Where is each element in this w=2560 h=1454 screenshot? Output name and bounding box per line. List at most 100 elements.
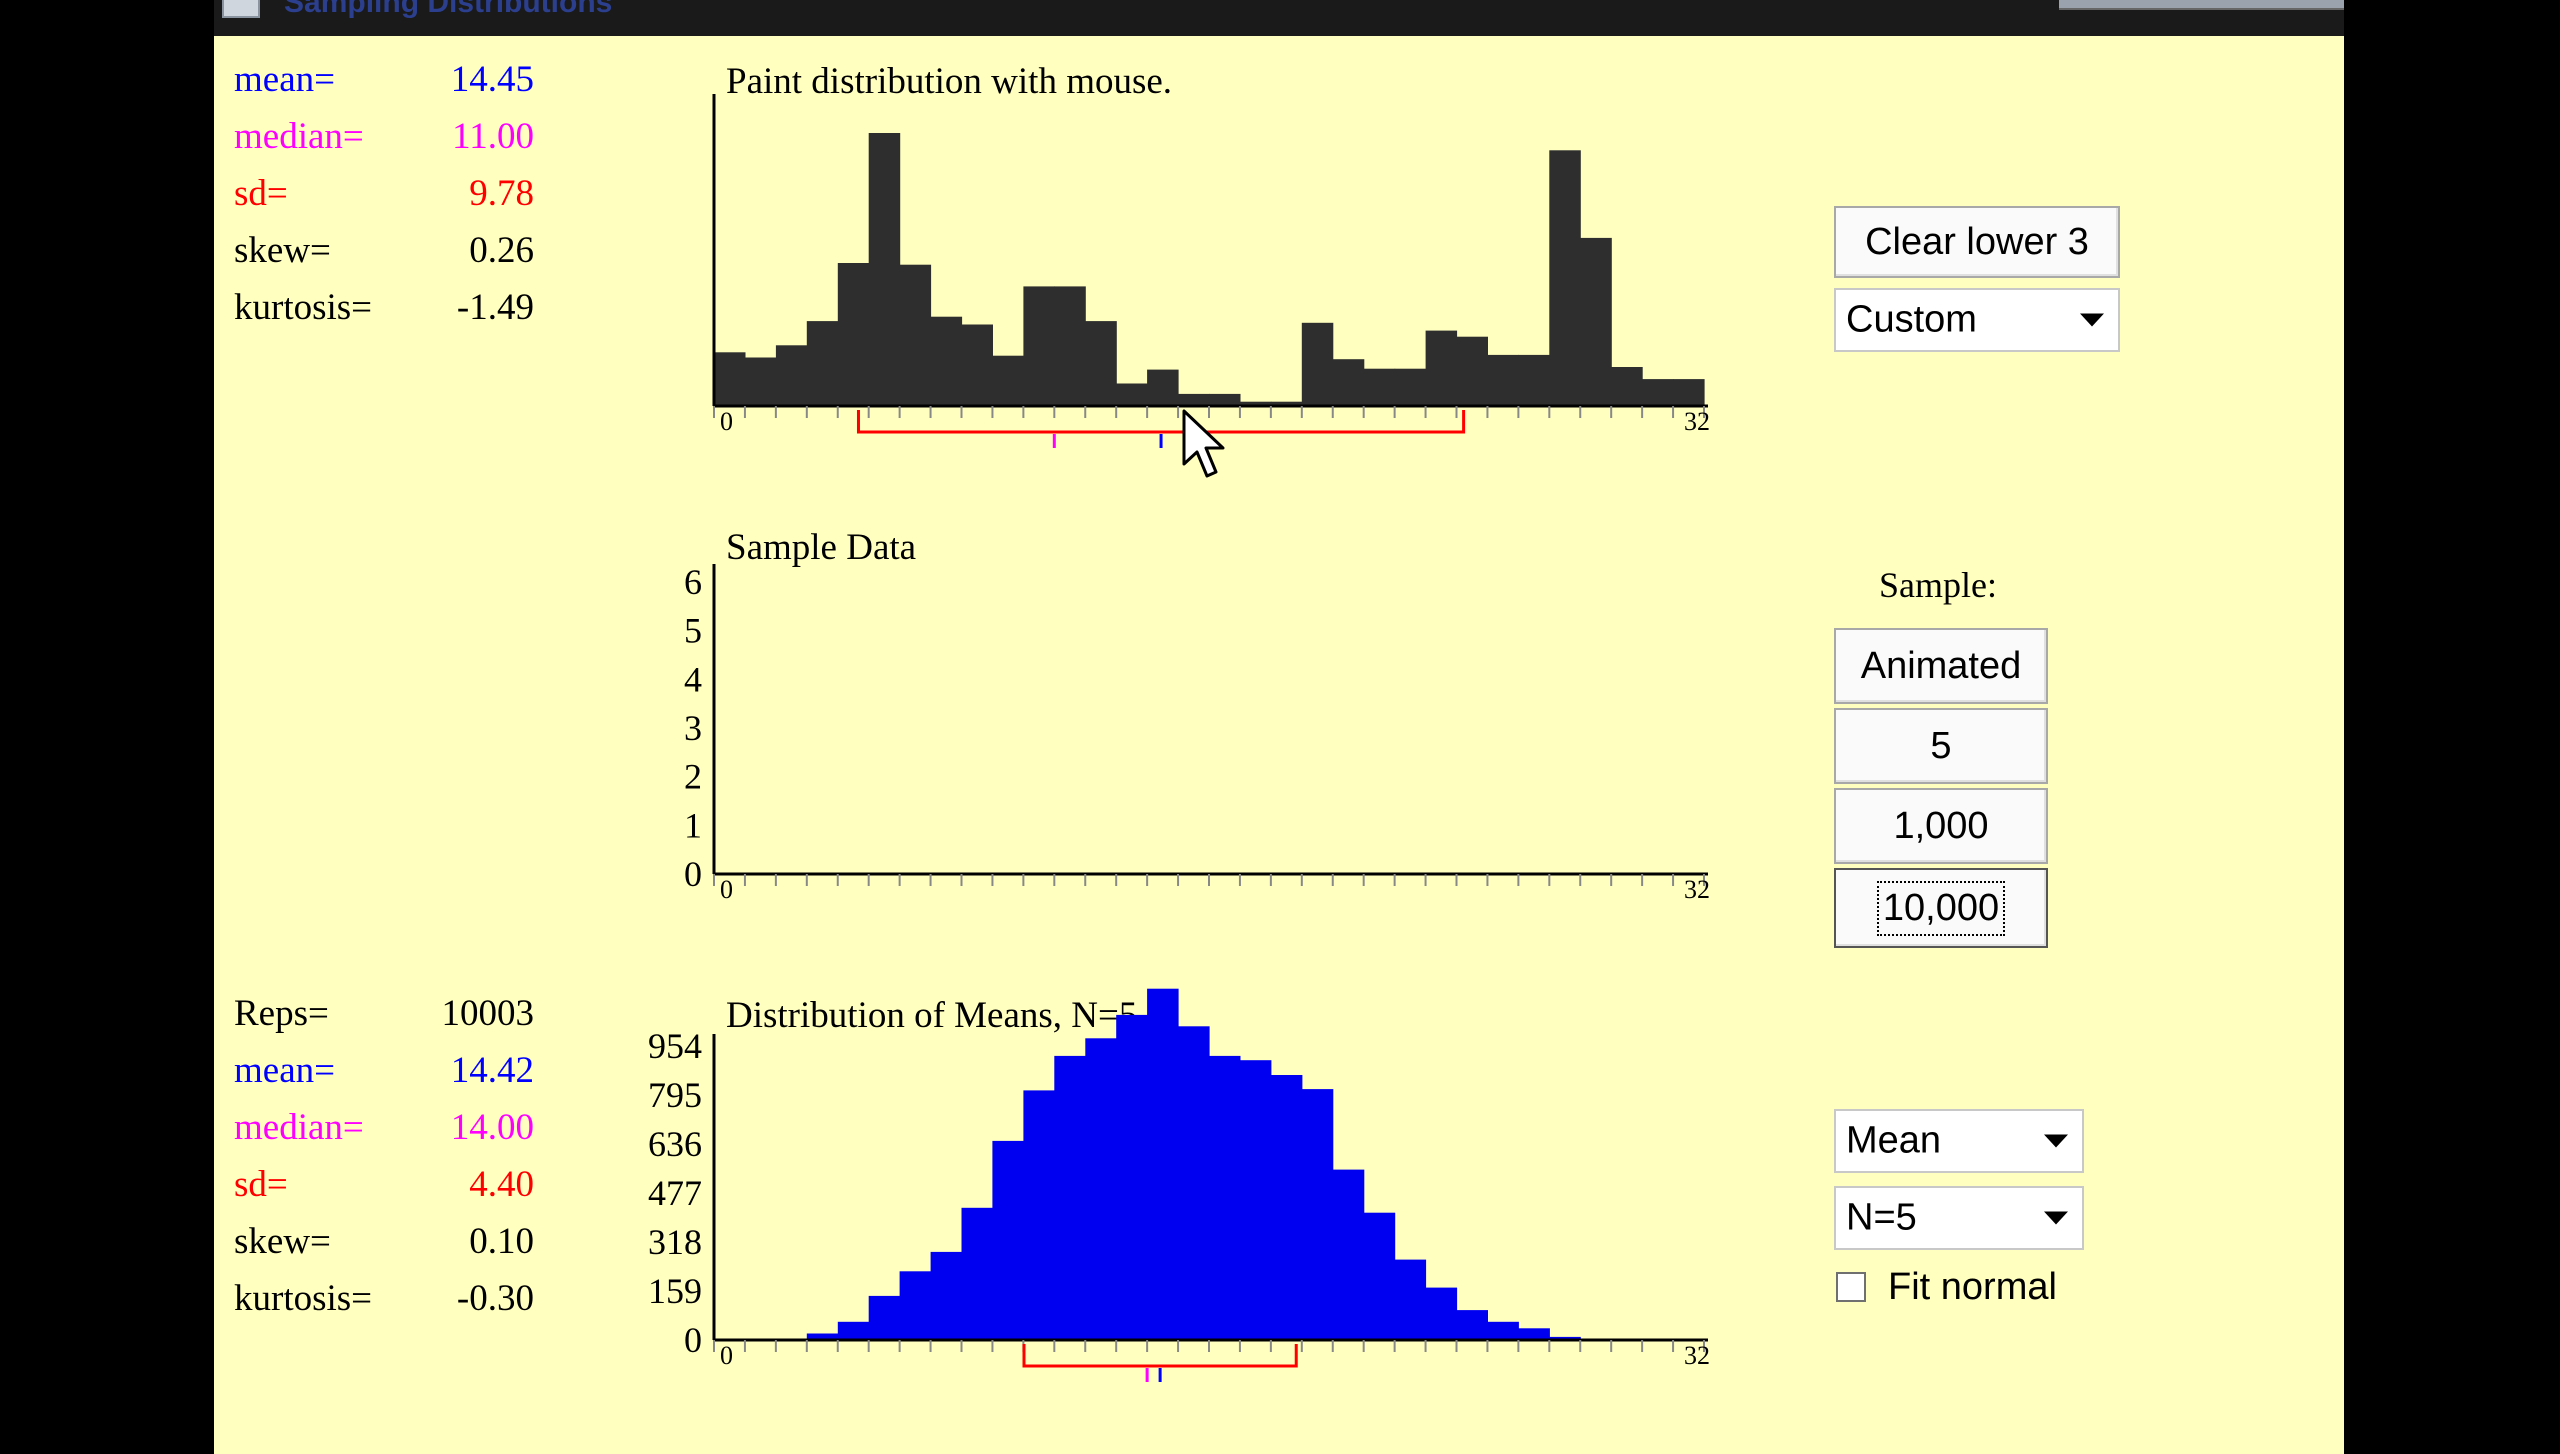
means-bar [899,1271,932,1340]
means-bar [1116,1014,1148,1340]
means-bar [1239,1060,1272,1340]
means-bar [1332,1169,1365,1340]
fit-normal-label[interactable]: Fit normal [1888,1266,2057,1308]
means-bar [806,1333,839,1340]
clear-lower-3-button[interactable]: Clear lower 3 [1834,206,2120,278]
population-bar [744,357,777,406]
population-x-tick-label: 0 [720,407,733,436]
reps-label: Reps= [234,993,329,1034]
means-y-tick-label: 636 [648,1124,702,1164]
window-title: Sampling Distributions [284,0,613,19]
means-chart-title: Distribution of Means, N=5 [726,995,1138,1036]
means-y-tick-label: 954 [648,1026,702,1066]
statistic-select-value: Mean [1846,1119,1942,1162]
means-bar [1363,1212,1396,1340]
means-y-tick-label: 159 [648,1271,702,1311]
means-y-tick-label: 0 [684,1320,702,1360]
fit-normal-checkbox[interactable] [1836,1272,1866,1302]
charts-canvas: 0 32 0 32 0 1 2 3 4 5 6 0 32 0 159 318 477 636 795 954 [648,94,1710,1382]
pop-skew-value: 0.26 [469,230,534,271]
means-bar [1394,1259,1427,1340]
means-bar [1456,1310,1488,1340]
chevron-down-icon [2044,1211,2068,1225]
population-bar [1209,393,1241,406]
window-controls[interactable] [2059,0,2344,10]
sample-y-tick-label: 4 [684,659,702,699]
means-mean-value: 14.42 [450,1050,534,1091]
means-x-tick-label: 32 [1684,1341,1710,1370]
population-bar [1580,237,1612,406]
means-bar [1425,1287,1458,1340]
means-bar [930,1251,963,1340]
sample-size-select-value: N=5 [1846,1196,1917,1239]
sample-10000-button[interactable]: 10,000 [1834,868,2048,948]
means-skew-label: skew= [234,1221,331,1262]
population-bar [1673,379,1705,406]
pop-sd-value: 9.78 [469,173,534,214]
population-chart-title: Paint distribution with mouse. [726,61,1173,102]
means-bar [992,1140,1024,1340]
sample-x-tick-label: 0 [720,875,733,904]
distribution-select-value: Custom [1846,298,1977,341]
pop-median-label: median= [234,116,364,157]
population-bar [1147,369,1179,406]
means-bar [868,1295,901,1340]
population-bar [1456,336,1488,406]
distribution-select[interactable]: Custom [1834,288,2120,352]
means-sd-value: 4.40 [469,1164,534,1205]
population-bar [1394,368,1427,406]
means-median-value: 14.00 [450,1107,534,1148]
chevron-down-icon [2044,1134,2068,1148]
pop-kurtosis-value: -1.49 [456,287,534,328]
means-bar [961,1207,993,1340]
means-bar [1147,988,1179,1340]
means-mean-label: mean= [234,1050,335,1091]
statistic-select[interactable]: Mean [1834,1109,2084,1173]
means-bar [1487,1321,1519,1340]
means-skew-value: 0.10 [469,1221,534,1262]
app-icon[interactable] [222,0,260,18]
population-bar [868,133,901,406]
means-y-tick-label: 477 [648,1173,702,1213]
mouse-cursor-icon [1182,409,1225,478]
app-window: mean= 14.45 median= 11.00 sd= 9.78 skew=… [214,36,2344,1454]
sample-5-button[interactable]: 5 [1834,708,2048,784]
population-chart[interactable]: 0 32 [712,94,1710,448]
pop-kurtosis-label: kurtosis= [234,287,373,328]
means-y-tick-label: 318 [648,1222,702,1262]
sample-1000-button[interactable]: 1,000 [1834,788,2048,864]
population-bar [1487,354,1519,406]
sample-y-tick-label: 3 [684,708,702,748]
pop-mean-value: 14.45 [450,59,534,100]
population-bar [1116,383,1148,406]
means-kurtosis-value: -0.30 [456,1278,534,1319]
population-bar [1611,367,1643,406]
means-bar [1209,1055,1241,1340]
population-bar [1270,401,1303,406]
sample-y-tick-label: 0 [684,854,702,894]
population-bar [1549,150,1581,406]
means-bar [1023,1090,1055,1340]
means-bar [1270,1075,1303,1340]
population-bar [1085,321,1117,406]
sample-y-tick-label: 2 [684,757,702,797]
sample-size-select[interactable]: N=5 [1834,1186,2084,1250]
means-sd-bracket [1022,1344,1298,1368]
population-bar [930,316,963,406]
population-bar [806,321,839,406]
means-median-label: median= [234,1107,364,1148]
sample-data-chart: 0 32 0 1 2 3 4 5 6 [684,562,1710,904]
population-bar [1178,393,1210,406]
pop-mean-label: mean= [234,59,335,100]
population-x-tick-label: 32 [1684,407,1710,436]
sample-y-tick-label: 5 [684,611,702,651]
means-bar [1178,1026,1210,1340]
reps-value: 10003 [441,993,535,1034]
population-bar [992,355,1024,406]
population-bar [1425,330,1458,406]
means-bar [1054,1055,1086,1340]
sample-y-tick-label: 1 [684,805,702,845]
means-bar [1301,1089,1334,1340]
population-bar [714,352,746,406]
animated-button[interactable]: Animated [1834,628,2048,704]
